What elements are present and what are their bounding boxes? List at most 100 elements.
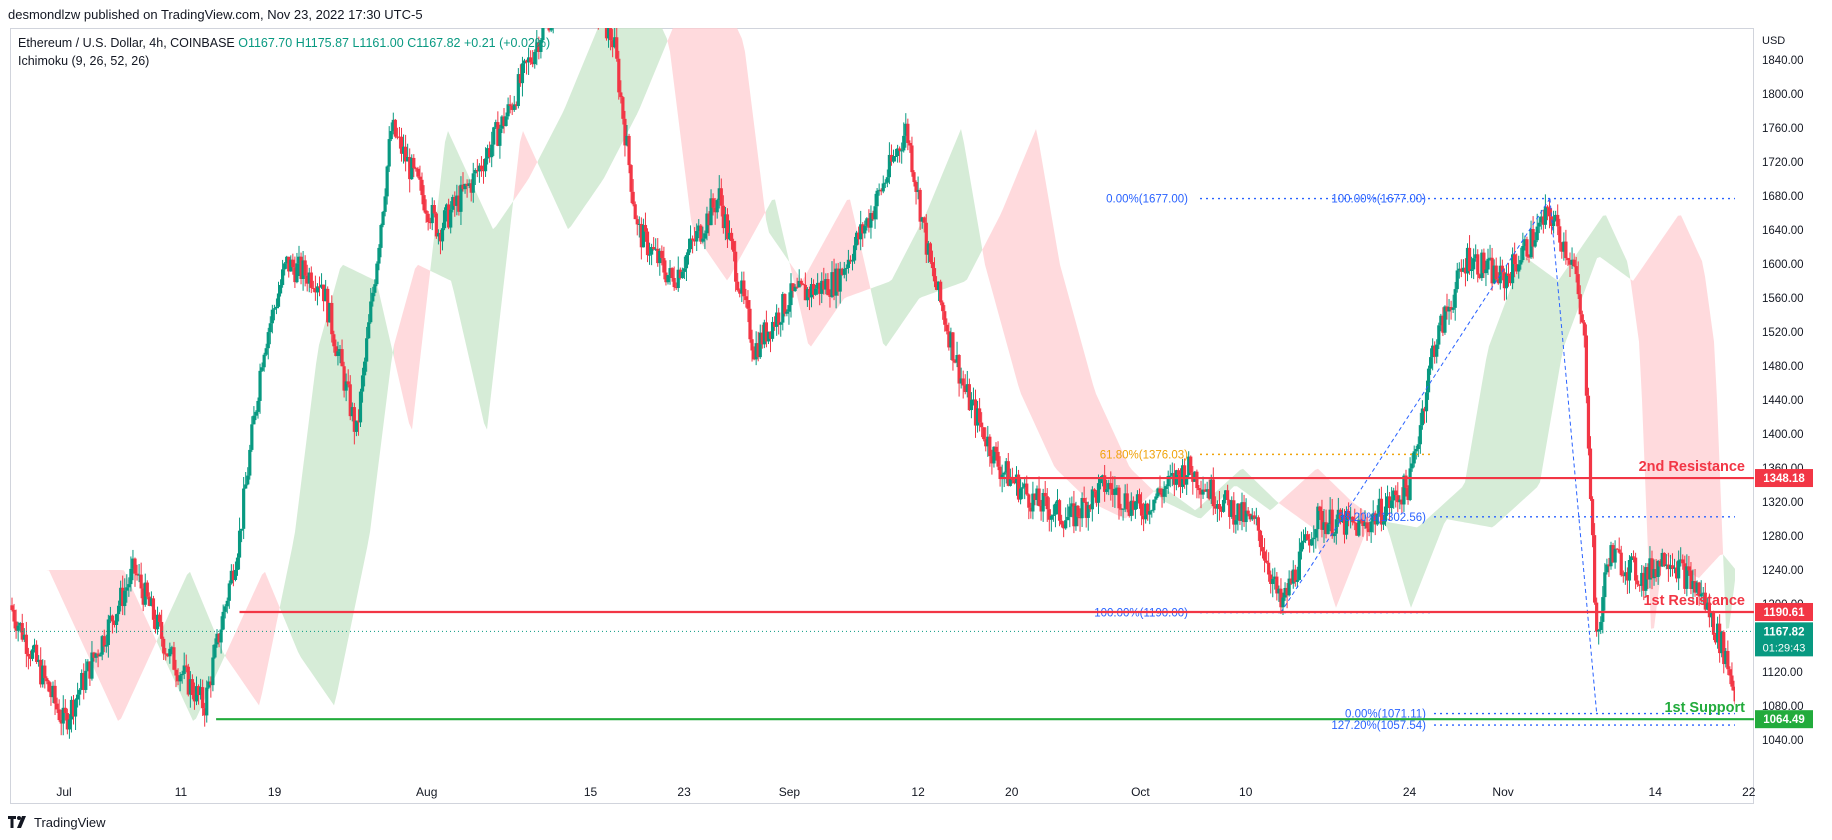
indicator-line[interactable]: Ichimoku (9, 26, 52, 26) bbox=[18, 54, 150, 68]
x-tick-label: Oct bbox=[1131, 785, 1150, 799]
candle bbox=[549, 28, 553, 33]
candle-body bbox=[514, 104, 518, 107]
cloud-segment bbox=[1438, 506, 1441, 540]
candle bbox=[543, 7, 546, 25]
candle bbox=[707, 211, 711, 236]
candle bbox=[601, 7, 604, 16]
candle bbox=[406, 143, 410, 162]
candle bbox=[248, 444, 252, 480]
candle bbox=[982, 427, 986, 442]
cloud-segment bbox=[517, 141, 520, 196]
candle bbox=[1113, 476, 1117, 508]
candle bbox=[537, 36, 541, 60]
candle bbox=[233, 561, 238, 582]
candle bbox=[1660, 548, 1664, 567]
candle-body bbox=[1619, 552, 1623, 576]
candle-body bbox=[1625, 572, 1629, 581]
candle-body bbox=[1490, 257, 1494, 284]
candle bbox=[994, 442, 998, 461]
candle-body bbox=[1279, 588, 1283, 608]
candle-body bbox=[55, 703, 59, 710]
candle bbox=[1668, 554, 1673, 577]
candle-body bbox=[385, 166, 389, 197]
cloud-segment bbox=[130, 583, 133, 700]
candle bbox=[1449, 300, 1453, 320]
cloud-segment bbox=[529, 144, 532, 179]
candle bbox=[1205, 481, 1209, 499]
candle bbox=[742, 271, 746, 305]
fib2-level-label: 100.00%(1677.00) bbox=[1331, 194, 1426, 206]
candle bbox=[1049, 514, 1053, 532]
cloud-segment bbox=[1024, 150, 1027, 407]
candle-body bbox=[1324, 522, 1328, 535]
candle-body bbox=[1334, 519, 1338, 534]
candle bbox=[1043, 480, 1047, 506]
candle bbox=[1322, 509, 1326, 543]
cloud-segment bbox=[886, 281, 889, 347]
candle-body bbox=[1195, 471, 1199, 489]
footer-brand[interactable]: TradingView bbox=[8, 812, 106, 832]
candle bbox=[1295, 566, 1299, 588]
candle bbox=[832, 258, 836, 301]
candle bbox=[1547, 200, 1552, 229]
candle bbox=[1314, 528, 1318, 549]
candle-body bbox=[1601, 597, 1605, 622]
cloud-segment bbox=[553, 125, 556, 203]
candle bbox=[693, 227, 697, 246]
candle bbox=[635, 215, 639, 236]
candle-body bbox=[820, 280, 824, 294]
candle bbox=[1537, 216, 1541, 234]
candle-body bbox=[785, 311, 789, 314]
cloud-segment bbox=[1333, 483, 1336, 608]
candle-body bbox=[153, 619, 158, 630]
candle-body bbox=[160, 621, 164, 639]
candle-body bbox=[1349, 516, 1353, 519]
candle-body bbox=[533, 52, 537, 65]
candle-body bbox=[1695, 582, 1699, 593]
cloud-segment bbox=[79, 570, 82, 643]
time-axis[interactable]: Jul1119Aug1523Sep1220Oct1024Nov1422Dec bbox=[56, 785, 1832, 799]
candle-body bbox=[117, 605, 121, 615]
candle-body bbox=[1517, 264, 1521, 272]
candle bbox=[1390, 487, 1394, 514]
candle bbox=[865, 217, 869, 231]
candle bbox=[1595, 597, 1599, 637]
candle bbox=[1511, 247, 1515, 290]
candle bbox=[787, 292, 791, 325]
candle bbox=[647, 242, 652, 265]
candle-body bbox=[1511, 254, 1515, 284]
candle bbox=[1293, 564, 1297, 587]
candle-body bbox=[1504, 273, 1509, 289]
candle bbox=[781, 291, 785, 331]
candle-body bbox=[1367, 528, 1371, 533]
cloud-segment bbox=[571, 85, 574, 227]
y-tick-label: 1040.00 bbox=[1762, 735, 1804, 747]
candle-body bbox=[1057, 500, 1062, 521]
candle bbox=[1082, 486, 1086, 503]
candle-body bbox=[373, 284, 377, 293]
cloud-segment bbox=[55, 570, 58, 591]
candle bbox=[1324, 509, 1328, 539]
candle-body bbox=[637, 223, 641, 225]
cloud-segment bbox=[1534, 263, 1537, 490]
candle-body bbox=[1258, 530, 1263, 548]
candle-body bbox=[994, 446, 998, 452]
candle bbox=[1031, 481, 1035, 520]
candle bbox=[805, 287, 809, 307]
candle-body bbox=[773, 321, 777, 327]
cloud-segment bbox=[166, 614, 169, 669]
cloud-segment bbox=[1654, 246, 1657, 629]
chart-header: desmondlzw published on TradingView.com,… bbox=[0, 0, 1832, 28]
candle bbox=[145, 580, 149, 600]
cloud-segment bbox=[1714, 341, 1717, 562]
candle-body bbox=[629, 165, 633, 192]
candle bbox=[568, 0, 571, 7]
cloud-segment bbox=[289, 548, 292, 638]
candle bbox=[328, 302, 332, 323]
candle bbox=[289, 255, 293, 272]
cloud-segment bbox=[1066, 286, 1069, 482]
candle-body bbox=[846, 259, 850, 268]
candle-body bbox=[319, 284, 324, 288]
candle-body bbox=[1666, 564, 1670, 570]
